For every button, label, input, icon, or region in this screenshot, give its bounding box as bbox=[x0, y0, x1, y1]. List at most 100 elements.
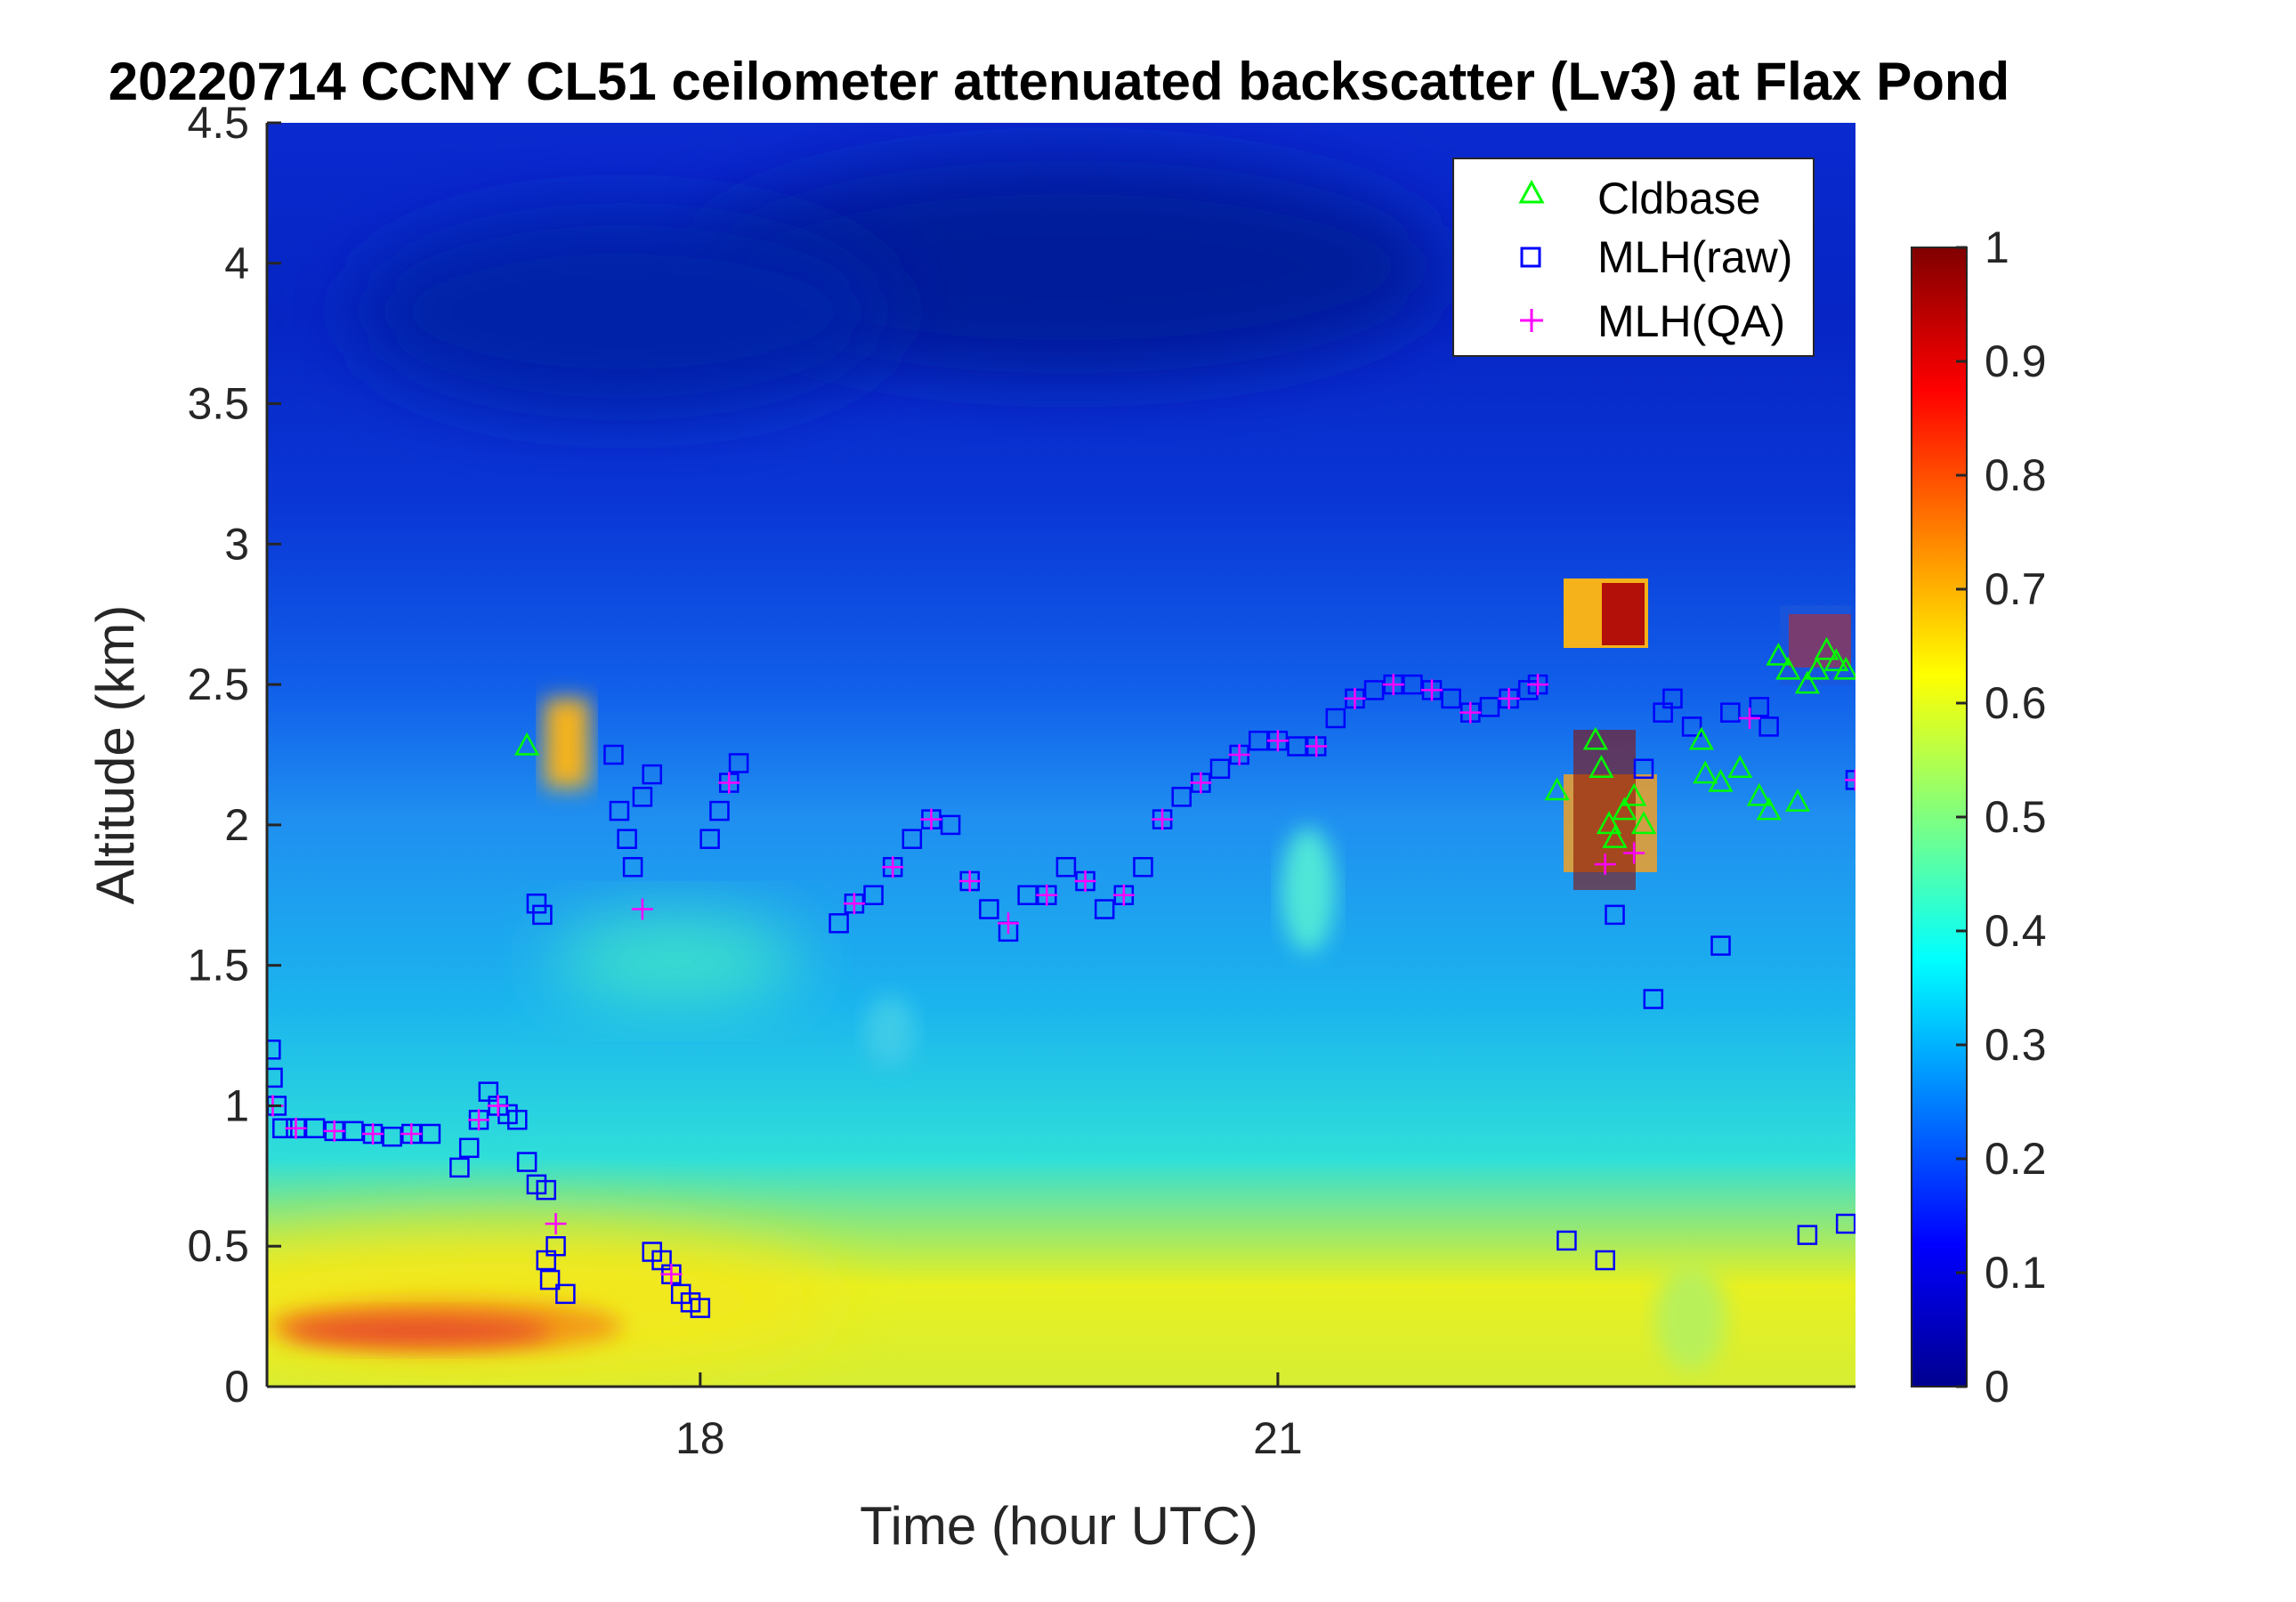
mlh-qa-point bbox=[468, 1109, 489, 1131]
cldbase-point bbox=[1784, 789, 1811, 812]
mlh-raw-point bbox=[536, 1179, 556, 1201]
mlh-raw-point bbox=[1441, 688, 1461, 709]
mlh-qa-point bbox=[285, 1117, 307, 1139]
x-axis-ticks: 18 21 bbox=[675, 1372, 1303, 1463]
mlh-qa-point bbox=[958, 870, 981, 892]
mlh-qa-point bbox=[1623, 842, 1645, 864]
mlh-qa-point bbox=[1459, 701, 1482, 724]
mlh-raw-point bbox=[458, 1137, 480, 1159]
cldbase-point bbox=[1708, 768, 1734, 792]
y-axis-ticks: 0 0.5 1 1.5 2 2.5 3 3.5 4 4.5 bbox=[187, 98, 281, 1412]
colorbar-tick-label: 1 bbox=[1985, 222, 2009, 272]
cldbase-point bbox=[1688, 726, 1715, 750]
mlh-raw-point bbox=[267, 1067, 283, 1088]
cldbase-point bbox=[1544, 777, 1570, 801]
mlh-qa-point bbox=[1228, 744, 1250, 765]
cldbase-point bbox=[1621, 782, 1647, 806]
mlh-qa-point bbox=[487, 1095, 509, 1117]
mlh-qa-point bbox=[882, 856, 904, 878]
y-tick-label: 2.5 bbox=[187, 659, 249, 709]
colorbar-tick-label: 0.5 bbox=[1985, 792, 2047, 842]
mlh-raw-point bbox=[609, 800, 630, 821]
y-tick-label: 0 bbox=[224, 1362, 249, 1412]
mlh-raw-point bbox=[642, 764, 662, 785]
y-tick-label: 2 bbox=[224, 800, 249, 850]
mlh-raw-point bbox=[699, 829, 720, 849]
legend: Cldbase MLH(raw) MLH(QA) bbox=[1452, 158, 1815, 357]
mlh-raw-point bbox=[1797, 1225, 1818, 1245]
mlh-qa-point bbox=[1152, 808, 1174, 830]
colorbar-tick-label: 0.2 bbox=[1985, 1134, 2047, 1184]
mlh-raw-point bbox=[728, 753, 749, 773]
mlh-qa-point bbox=[1594, 854, 1616, 876]
cldbase-point bbox=[1630, 811, 1657, 835]
cldbase-point bbox=[1612, 797, 1637, 821]
legend-label-mlh-qa: MLH(QA) bbox=[1597, 296, 1785, 346]
mlh-qa-point bbox=[998, 912, 1019, 934]
mlh-raw-point bbox=[1681, 716, 1702, 737]
mlh-raw-point bbox=[622, 856, 643, 878]
cldbase-point bbox=[1804, 656, 1830, 680]
mlh-qa-point bbox=[1382, 674, 1404, 696]
mlh-raw-point bbox=[526, 893, 547, 914]
mlh-raw-point bbox=[1094, 899, 1115, 919]
mlh-raw-point bbox=[1133, 856, 1153, 878]
colorbar-tick-label: 0.4 bbox=[1985, 906, 2047, 956]
mlh-qa-point bbox=[1498, 687, 1520, 709]
colorbar-tick-label: 0.9 bbox=[1985, 336, 2047, 386]
mlh-qa-point bbox=[1190, 772, 1212, 794]
mlh-qa-point bbox=[545, 1212, 567, 1234]
mlh-qa-point bbox=[1112, 884, 1135, 906]
colorbar-tick-label: 0.1 bbox=[1985, 1248, 2047, 1298]
mlh-qa-point bbox=[400, 1123, 423, 1145]
cldbase-point bbox=[1814, 636, 1839, 660]
mlh-qa-point bbox=[1074, 870, 1096, 892]
colorbar-tick-label: 0.3 bbox=[1985, 1020, 2047, 1070]
mlh-raw-point bbox=[829, 913, 849, 934]
mlh-raw-point bbox=[617, 829, 637, 849]
cldbase-point bbox=[1756, 797, 1782, 821]
mlh-raw-point bbox=[979, 899, 999, 919]
mlh-raw-point bbox=[1556, 1230, 1577, 1251]
mlh-qa-point bbox=[1739, 707, 1760, 729]
mlh-qa-point bbox=[1266, 730, 1289, 752]
mlh-qa-point bbox=[362, 1123, 384, 1145]
mlh-raw-point bbox=[1710, 935, 1731, 956]
mlh-raw-point bbox=[539, 1269, 561, 1290]
mlh-raw-point bbox=[603, 744, 624, 765]
y-tick-label: 1 bbox=[224, 1080, 249, 1130]
colorbar-tick-label: 0.6 bbox=[1985, 678, 2047, 728]
mlh-raw-point bbox=[1171, 787, 1192, 807]
mlh-raw-point bbox=[449, 1157, 470, 1178]
mlh-raw-point bbox=[901, 829, 923, 849]
mlh-raw-point bbox=[555, 1283, 576, 1305]
mlh-qa-point bbox=[1845, 769, 1855, 791]
colorbar-tick-label: 0.8 bbox=[1985, 450, 2047, 500]
mlh-raw-point bbox=[863, 885, 884, 906]
x-tick-label: 21 bbox=[1253, 1413, 1303, 1463]
colorbar-tick-label: 0.7 bbox=[1985, 564, 2047, 614]
mlh-raw-point bbox=[1633, 758, 1654, 780]
chart-title: 20220714 CCNY CL51 ceilometer attenuated… bbox=[109, 52, 2009, 111]
mlh-qa-point bbox=[631, 898, 653, 920]
y-tick-label: 3 bbox=[224, 519, 249, 569]
plot-axes bbox=[265, 123, 1855, 1388]
mlh-raw-point bbox=[1662, 688, 1683, 709]
legend-label-mlh-raw: MLH(raw) bbox=[1597, 232, 1792, 282]
mlh-qa-point bbox=[1421, 679, 1443, 701]
cldbase-point bbox=[1823, 648, 1849, 672]
mlh-raw-point bbox=[532, 904, 553, 926]
mlh-raw-point bbox=[940, 814, 961, 836]
colorbar-ticks: 0 0.1 0.2 0.3 0.4 0.5 0.6 0.7 0.8 0.9 1 bbox=[1956, 222, 2047, 1412]
mlh-qa-point bbox=[920, 808, 942, 830]
mlh-raw-point bbox=[632, 787, 653, 807]
mlh-raw-point bbox=[1749, 697, 1770, 717]
legend-marker-mlh-raw bbox=[1520, 247, 1541, 268]
cldbase-point bbox=[1794, 670, 1821, 694]
mlh-raw-point bbox=[1055, 856, 1077, 878]
mlh-raw-point bbox=[1720, 702, 1741, 723]
colorbar-tick-label: 0 bbox=[1985, 1362, 2009, 1412]
legend-label-cldbase: Cldbase bbox=[1597, 174, 1760, 223]
mlh-raw-point bbox=[1605, 904, 1625, 926]
